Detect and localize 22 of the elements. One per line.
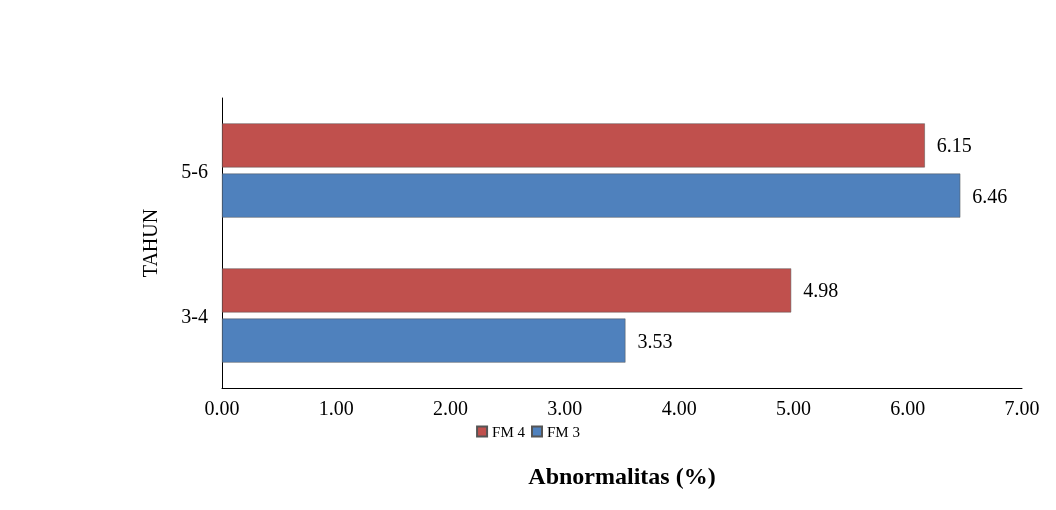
x-tick-label: 6.00 (890, 397, 926, 419)
data-label: 4.98 (803, 279, 839, 302)
bar (222, 268, 792, 313)
x-tick-label: 0.00 (204, 397, 240, 419)
x-tick-label: 7.00 (1004, 397, 1040, 419)
bar (222, 173, 961, 218)
bar (222, 318, 626, 363)
x-tick-label: 1.00 (318, 397, 354, 419)
y-tick-label: 3-4 (181, 304, 208, 327)
legend-label: FM 4 (492, 423, 526, 440)
bar (222, 123, 925, 168)
y-axis-title: TAHUN (139, 208, 161, 278)
data-label: 6.46 (972, 184, 1008, 207)
legend-label: FM 3 (547, 423, 580, 440)
x-tick-label: 5.00 (775, 397, 811, 419)
x-axis-title: Abnormalitas (%) (528, 463, 716, 489)
data-label: 6.15 (936, 134, 972, 157)
y-tick-label: 5-6 (181, 159, 208, 182)
x-tick-label: 4.00 (661, 397, 697, 419)
x-tick-label: 2.00 (433, 397, 469, 419)
x-tick-label: 3.00 (547, 397, 583, 419)
data-label: 3.53 (637, 329, 673, 352)
